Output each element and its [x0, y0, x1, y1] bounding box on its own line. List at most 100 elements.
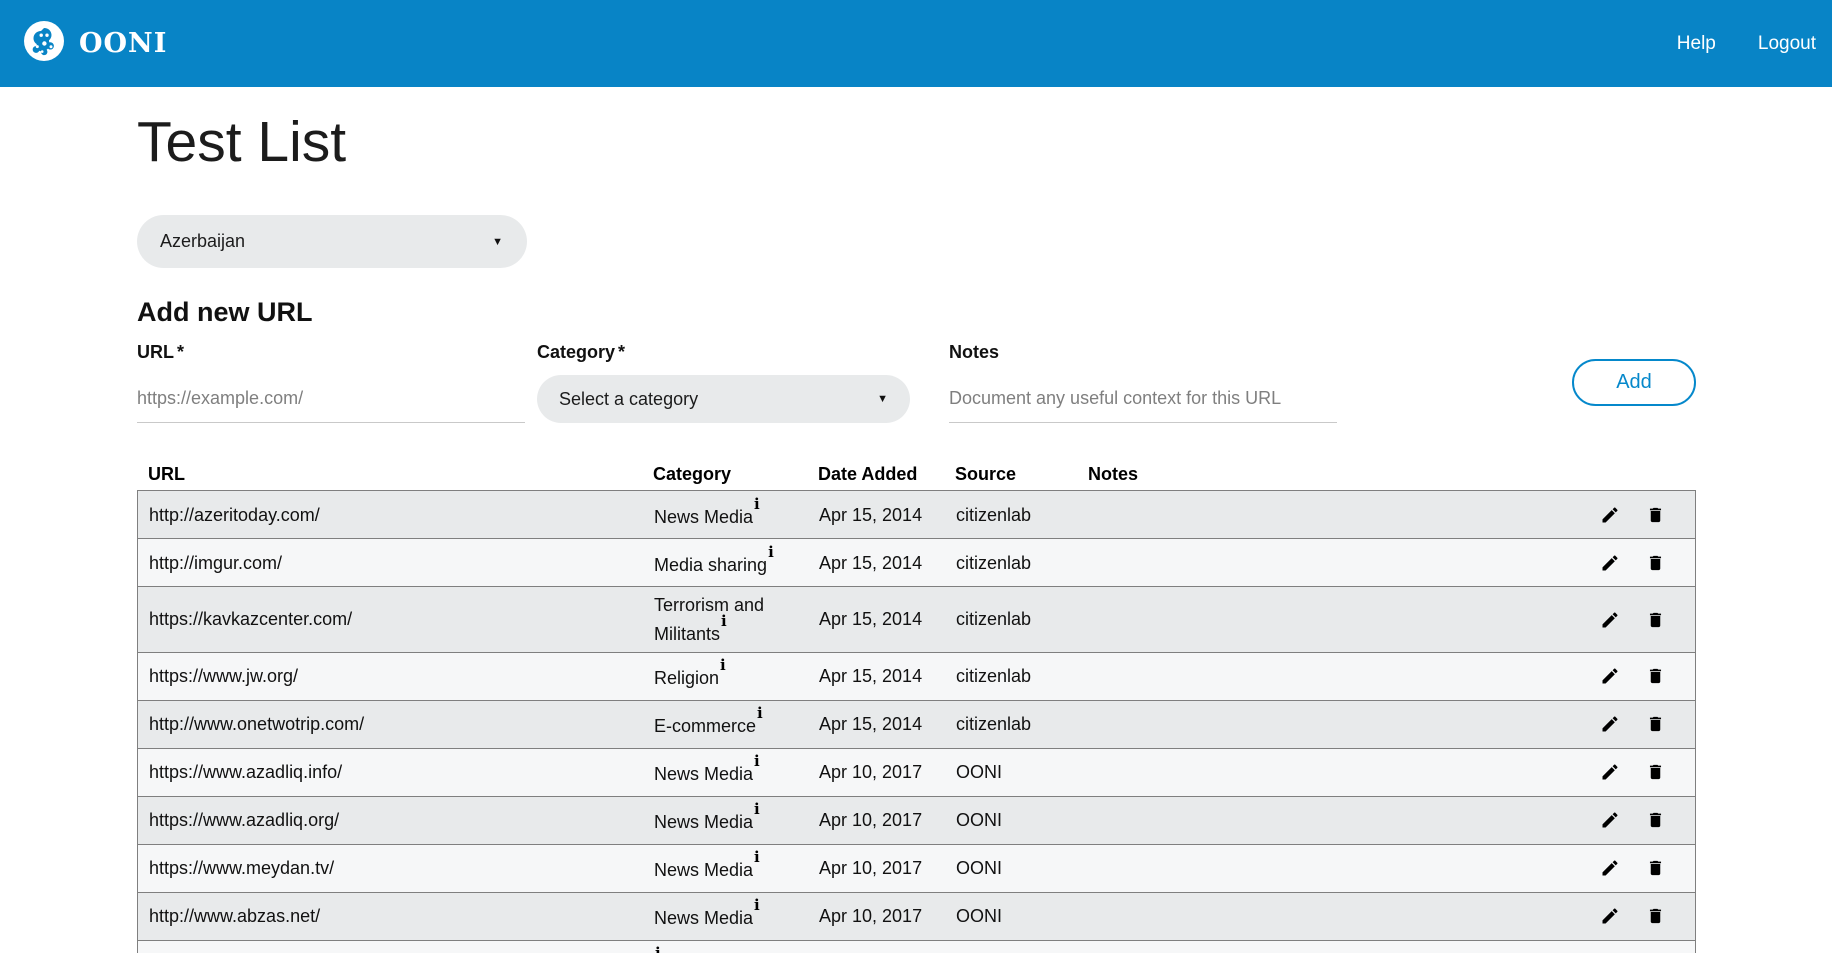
table-row: https://www.azadliq.org/ News Mediai Apr… — [138, 796, 1695, 845]
edit-button[interactable] — [1600, 858, 1620, 878]
row-actions — [1545, 610, 1695, 630]
delete-button[interactable] — [1646, 858, 1665, 878]
row-actions — [1545, 906, 1695, 926]
edit-button[interactable] — [1600, 505, 1620, 525]
table-row: https://www.azadliq.info/ News Mediai Ap… — [138, 748, 1695, 797]
column-header-notes: Notes — [1088, 464, 1139, 485]
category-info-icon[interactable]: i — [754, 848, 760, 867]
edit-button[interactable] — [1600, 906, 1620, 926]
ooni-logo[interactable]: OONI — [22, 19, 167, 68]
delete-button[interactable] — [1646, 666, 1665, 686]
row-actions — [1545, 714, 1695, 734]
category-info-icon[interactable]: i — [754, 494, 760, 513]
row-actions — [1545, 858, 1695, 878]
url-cell: https://www.meydan.tv/ — [149, 858, 335, 879]
date-added-cell: Apr 15, 2014 — [819, 504, 923, 525]
category-cell: i — [643, 944, 808, 953]
category-info-icon[interactable]: i — [721, 611, 727, 630]
table-row: https://www.meydan.tv/ News Mediai Apr 1… — [138, 844, 1695, 893]
url-cell: https://www.azadliq.info/ — [149, 762, 343, 783]
row-actions — [1545, 810, 1695, 830]
required-asterisk: * — [177, 342, 185, 363]
table-row: http://azeritoday.com/ News Mediai Apr 1… — [138, 491, 1695, 540]
category-label: Category * — [537, 342, 626, 363]
country-select[interactable]: Azerbaijan ▼ — [137, 215, 527, 269]
table-header: URL Category Date Added Source Notes — [137, 463, 1696, 486]
logout-link[interactable]: Logout — [1757, 32, 1816, 54]
column-header-date-added: Date Added — [818, 464, 918, 485]
category-select[interactable]: Select a category ▼ — [537, 375, 910, 424]
category-info-icon[interactable]: i — [754, 752, 760, 771]
date-added-cell: Apr 10, 2017 — [819, 762, 923, 783]
chevron-down-icon: ▼ — [877, 393, 888, 406]
page-title: Test List — [137, 110, 347, 174]
edit-button[interactable] — [1600, 553, 1620, 573]
category-cell: News Mediai — [654, 752, 760, 785]
url-cell: http://imgur.com/ — [149, 552, 283, 573]
edit-button[interactable] — [1600, 610, 1620, 630]
table-row-partial: i — [138, 940, 1695, 953]
url-cell: http://www.onetwotrip.com/ — [149, 714, 365, 735]
source-cell: citizenlab — [956, 609, 1032, 630]
delete-button[interactable] — [1646, 505, 1665, 525]
category-info-icon[interactable]: i — [655, 944, 661, 953]
required-asterisk: * — [618, 342, 626, 363]
row-actions — [1545, 666, 1695, 686]
category-cell: Religioni — [654, 656, 726, 689]
edit-button[interactable] — [1600, 810, 1620, 830]
url-table: http://azeritoday.com/ News Mediai Apr 1… — [137, 490, 1696, 953]
date-added-cell: Apr 15, 2014 — [819, 609, 923, 630]
url-cell: http://www.abzas.net/ — [149, 906, 321, 927]
source-cell: citizenlab — [956, 714, 1032, 735]
add-button[interactable]: Add — [1572, 359, 1696, 407]
column-header-source: Source — [955, 464, 1017, 485]
delete-button[interactable] — [1646, 810, 1665, 830]
top-bar: OONI Help Logout — [0, 0, 1832, 87]
category-info-icon[interactable]: i — [757, 704, 763, 723]
edit-button[interactable] — [1600, 714, 1620, 734]
table-row: http://www.onetwotrip.com/ E-commercei A… — [138, 700, 1695, 749]
table-row: http://imgur.com/ Media sharingi Apr 15,… — [138, 539, 1695, 588]
category-cell: News Mediai — [654, 494, 760, 527]
country-select-value: Azerbaijan — [160, 231, 246, 252]
source-cell: OONI — [956, 810, 1003, 831]
table-row: https://kavkazcenter.com/ Terrorism and … — [138, 587, 1695, 653]
delete-button[interactable] — [1646, 610, 1665, 630]
delete-button[interactable] — [1646, 762, 1665, 782]
table-row: https://www.jw.org/ Religioni Apr 15, 20… — [138, 652, 1695, 701]
category-info-icon[interactable]: i — [754, 800, 760, 819]
notes-input[interactable] — [949, 375, 1337, 424]
brand-wordmark: OONI — [79, 28, 168, 59]
column-header-url: URL — [148, 464, 185, 485]
category-info-icon[interactable]: i — [754, 896, 760, 915]
row-actions — [1545, 762, 1695, 782]
delete-button[interactable] — [1646, 906, 1665, 926]
date-added-cell: Apr 15, 2014 — [819, 552, 923, 573]
edit-button[interactable] — [1600, 666, 1620, 686]
date-added-cell: Apr 10, 2017 — [819, 858, 923, 879]
help-link[interactable]: Help — [1676, 32, 1716, 54]
notes-label: Notes — [949, 342, 1000, 363]
url-cell: https://www.azadliq.org/ — [149, 810, 340, 831]
ooni-octopus-icon — [22, 19, 66, 68]
add-url-form: URL* Category* Select a category ▼ Notes… — [137, 342, 1696, 424]
row-actions — [1545, 505, 1695, 525]
category-cell: Media sharingi — [654, 542, 774, 575]
source-cell: citizenlab — [956, 504, 1032, 525]
delete-button[interactable] — [1646, 553, 1665, 573]
source-cell: OONI — [956, 858, 1003, 879]
category-info-icon[interactable]: i — [768, 542, 774, 561]
date-added-cell: Apr 10, 2017 — [819, 810, 923, 831]
delete-button[interactable] — [1646, 714, 1665, 734]
category-cell: News Mediai — [654, 800, 760, 833]
top-nav: Help Logout — [1677, 33, 1816, 55]
category-cell: Terrorism and Militantsi — [654, 595, 765, 644]
date-added-cell: Apr 15, 2014 — [819, 666, 923, 687]
url-cell: https://www.jw.org/ — [149, 666, 299, 687]
edit-button[interactable] — [1600, 762, 1620, 782]
category-info-icon[interactable]: i — [720, 656, 726, 675]
table-row: http://www.abzas.net/ News Mediai Apr 10… — [138, 892, 1695, 941]
category-cell: News Mediai — [654, 848, 760, 881]
url-input[interactable] — [137, 375, 525, 424]
url-cell: https://kavkazcenter.com/ — [149, 609, 353, 630]
